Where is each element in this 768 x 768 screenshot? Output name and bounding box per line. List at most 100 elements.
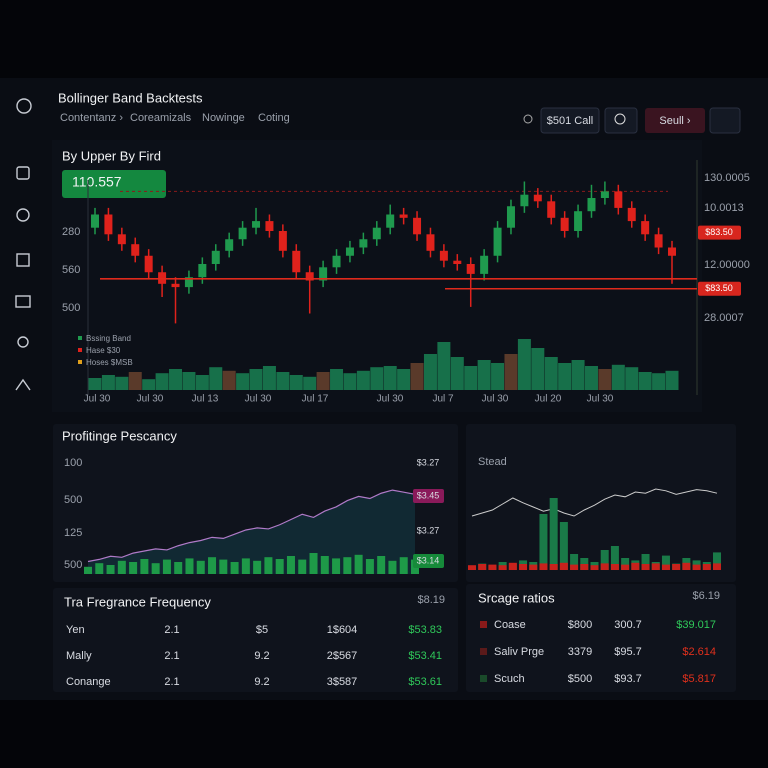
sell-button-label[interactable]: Seull › [659, 115, 691, 127]
legend-swatch [78, 348, 82, 352]
candle-body [439, 250, 448, 261]
volume-bar [383, 366, 397, 390]
x-label: Jul 30 [587, 394, 614, 405]
stead-bar [539, 563, 548, 570]
candle-body [399, 214, 408, 218]
x-label: Jul 30 [137, 394, 164, 405]
candle-body [292, 250, 301, 273]
stead-bar [621, 564, 630, 570]
call-button-label[interactable]: $501 Call [547, 115, 593, 127]
table-title: Tra Fregrance Frequency [64, 594, 211, 609]
stead-line [471, 488, 718, 517]
profit-bar [185, 558, 194, 574]
profit-line [87, 489, 416, 563]
profit-bar [208, 557, 217, 574]
stead-bar [631, 562, 640, 570]
volume-bar [115, 376, 129, 390]
x-label: Jul 17 [302, 394, 329, 405]
candle-body [560, 217, 569, 231]
volume-bar [249, 369, 263, 390]
legend-swatch [78, 360, 82, 364]
nav-icon[interactable] [16, 166, 30, 180]
volume-bar [195, 375, 209, 390]
stead-bar [468, 565, 476, 570]
table-cell: $2.614 [682, 646, 716, 658]
sell-button[interactable] [645, 108, 705, 133]
legend-entry: Hoses $MSB [86, 358, 133, 367]
profit-bar [117, 560, 126, 574]
volume-bar [544, 357, 558, 390]
table-left-panel [53, 588, 458, 692]
tab[interactable]: Coting [258, 112, 290, 124]
table-title: Srcage ratios [478, 590, 555, 605]
panel-title: Profitinge Pescancy [62, 428, 177, 443]
volume-bar [571, 360, 585, 390]
candle-body [332, 255, 341, 268]
x-label: Jul 20 [535, 394, 562, 405]
profit-bar [162, 559, 171, 574]
tab[interactable]: Coreamizals [130, 112, 192, 124]
volume-bar [209, 367, 223, 390]
profit-bar [253, 560, 262, 574]
x-label: Jul 30 [377, 394, 404, 405]
volume-bar [598, 369, 612, 390]
stead-bar [621, 558, 630, 570]
table-right-panel [466, 584, 736, 692]
nav-icon[interactable] [15, 295, 31, 308]
nav-icon[interactable] [15, 378, 31, 391]
x-label: Jul 30 [84, 394, 111, 405]
candle-body [466, 264, 475, 274]
y-label: 280 [62, 226, 80, 238]
profit-bar [241, 558, 250, 574]
nav-icon[interactable] [17, 336, 29, 348]
table-note: $6.19 [692, 590, 720, 602]
table-cell: Coase [494, 619, 526, 631]
profit-bar [95, 563, 104, 574]
table-cell: 1$604 [327, 624, 358, 636]
stead-bar [651, 563, 660, 570]
stead-bar [488, 564, 497, 570]
stead-bar [519, 564, 528, 570]
legend-entry: Hase $30 [86, 346, 121, 355]
stead-bar [610, 564, 619, 570]
volume-bar [155, 373, 169, 390]
candle-body [225, 239, 234, 251]
stead-bar [661, 564, 670, 570]
table-cell: 2.1 [164, 676, 179, 688]
volume-bar [517, 339, 531, 390]
y-label: 10.0013 [704, 202, 744, 214]
profit-bar [332, 558, 341, 574]
nav-icon[interactable] [16, 253, 30, 267]
stead-bar [549, 564, 558, 570]
tab[interactable]: Nowinge [202, 112, 245, 124]
table-note: $8.19 [417, 594, 445, 606]
profit-bar [343, 557, 352, 574]
volume-bar [584, 366, 598, 390]
volume-bar [101, 375, 115, 390]
stead-bar [713, 552, 721, 570]
profit-bar [219, 559, 228, 574]
candle-body [91, 214, 99, 228]
search-icon [614, 113, 626, 125]
candle-body [372, 227, 381, 240]
stead-bar [692, 564, 701, 570]
call-button[interactable] [540, 107, 600, 134]
profit-bar [151, 563, 160, 574]
search-button[interactable] [604, 107, 638, 134]
y-label: $3.14 [417, 555, 440, 565]
link-button[interactable] [709, 107, 741, 134]
profit-bar [354, 554, 363, 574]
profit-bar [129, 562, 138, 574]
table-cell: $53.41 [408, 650, 442, 662]
nav-icon[interactable] [16, 208, 30, 222]
candle-body [305, 272, 314, 281]
search-icon[interactable] [523, 114, 533, 124]
volume-bar [330, 369, 344, 390]
table-cell: Yen [66, 624, 85, 636]
candle-body [238, 227, 247, 240]
stead-bar [478, 564, 487, 570]
table-cell: Scuch [494, 673, 525, 685]
candle-body [252, 221, 261, 228]
tab[interactable]: Contentanz › [60, 112, 123, 124]
volume-bar [611, 364, 625, 390]
